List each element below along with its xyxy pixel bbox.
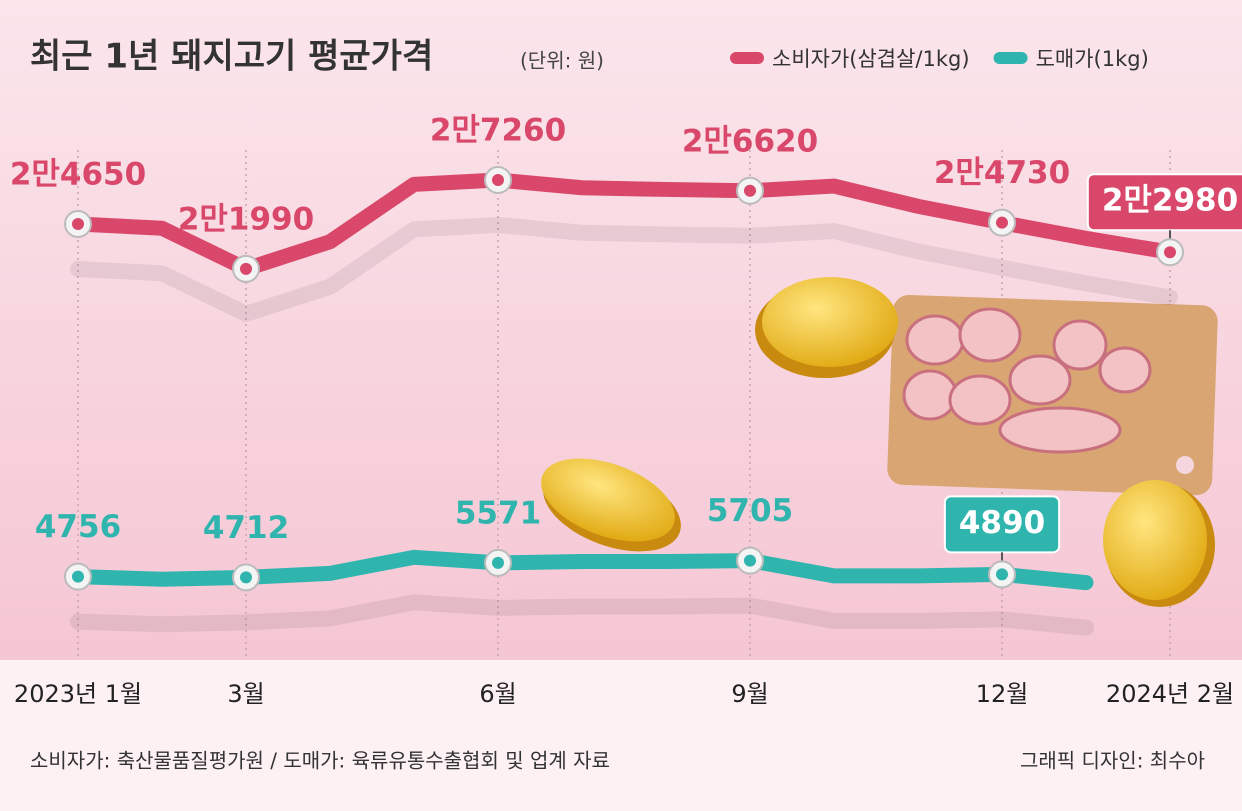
point-core xyxy=(492,556,504,569)
legend-label: 소비자가(삼겹살/1kg) xyxy=(772,47,970,71)
value-label: 2만4730 xyxy=(934,155,1070,191)
value-label: 5705 xyxy=(707,493,793,529)
line-shadow xyxy=(70,216,1178,322)
x-tick-label: 2023년 1월 xyxy=(14,680,142,708)
point-core xyxy=(996,216,1008,229)
legend-swatch xyxy=(730,52,764,64)
point-core xyxy=(72,218,84,231)
value-label: 4712 xyxy=(203,510,289,546)
x-tick-label: 6월 xyxy=(479,680,516,708)
value-label: 2만2980 xyxy=(1102,183,1238,219)
value-label: 2만7260 xyxy=(430,112,566,148)
credit: 그래픽 디자인: 최수아 xyxy=(1020,749,1205,773)
x-tick-label: 9월 xyxy=(731,680,768,708)
point-core xyxy=(1164,246,1176,259)
point-core xyxy=(744,554,756,567)
source: 소비자가: 축산물품질평가원 / 도매가: 육류유통수출협회 및 업계 자료 xyxy=(30,749,610,773)
value-label: 2만4650 xyxy=(10,157,146,193)
legend-label: 도매가(1kg) xyxy=(1036,47,1149,71)
value-label: 2만6620 xyxy=(682,123,818,159)
footer-band xyxy=(0,660,1242,811)
value-label: 2만1990 xyxy=(178,201,314,237)
point-core xyxy=(72,570,84,583)
line xyxy=(70,172,1178,277)
point-core xyxy=(492,173,504,186)
value-label: 4756 xyxy=(35,509,121,545)
point-core xyxy=(744,184,756,197)
chart-subtitle: (단위: 원) xyxy=(520,49,604,73)
line-shadow xyxy=(70,594,1094,636)
x-tick-label: 12월 xyxy=(976,680,1029,708)
legend-swatch xyxy=(993,52,1028,64)
point-core xyxy=(996,568,1008,581)
x-tick-label: 2024년 2월 xyxy=(1106,680,1234,708)
chart-title: 최근 1년 돼지고기 평균가격 xyxy=(30,37,433,77)
value-label: 4890 xyxy=(959,505,1045,541)
x-tick-label: 3월 xyxy=(227,680,264,708)
point-core xyxy=(240,571,252,584)
decoration xyxy=(541,277,1218,607)
value-label: 5571 xyxy=(455,495,541,531)
point-core xyxy=(240,262,252,275)
